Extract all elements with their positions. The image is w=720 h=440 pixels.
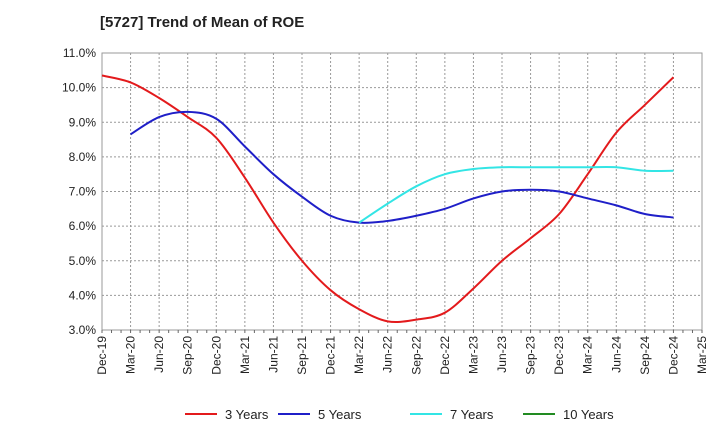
y-tick-label: 4.0% — [69, 288, 97, 302]
x-tick-label: Sep-22 — [409, 336, 423, 375]
y-tick-label: 3.0% — [69, 323, 97, 337]
x-tick-label: Mar-24 — [581, 336, 595, 374]
legend: 3 Years 5 Years 7 Years 10 Years — [185, 407, 614, 422]
x-tick-label: Mar-20 — [124, 336, 138, 374]
axes: 3.0% 4.0% 5.0% 6.0% 7.0% 8.0% 9.0% 10.0% 11.0% De… — [62, 46, 709, 375]
y-tick-label: 9.0% — [69, 115, 97, 129]
x-tick-label: Dec-24 — [666, 336, 680, 375]
x-tick-label: Jun-24 — [609, 336, 623, 373]
legend-label: 10 Years — [563, 407, 614, 422]
x-tick-label: Dec-23 — [552, 336, 566, 375]
x-tick-label: Sep-23 — [524, 336, 538, 375]
x-tick-label: Mar-25 — [695, 336, 709, 374]
x-tick-label: Sep-20 — [181, 336, 195, 375]
series-line-5-years — [130, 110, 674, 224]
x-tick-label: Mar-23 — [466, 336, 480, 374]
x-tick-label: Jun-23 — [495, 336, 509, 373]
y-tick-label: 5.0% — [69, 254, 97, 268]
legend-label: 5 Years — [318, 407, 362, 422]
x-tick-label: Jun-22 — [381, 336, 395, 373]
series-line-3-years — [101, 74, 675, 324]
x-tick-label: Jun-20 — [152, 336, 166, 373]
x-tick-label: Sep-24 — [638, 336, 652, 375]
y-tick-label: 11.0% — [63, 46, 96, 60]
y-tick-label: 7.0% — [69, 185, 97, 199]
x-tick-label: Dec-19 — [95, 336, 109, 375]
legend-label: 3 Years — [225, 407, 269, 422]
x-tick-label: Dec-21 — [324, 336, 338, 375]
series-lines — [101, 74, 675, 324]
x-tick-label: Sep-21 — [295, 336, 309, 375]
y-tick-label: 8.0% — [69, 150, 97, 164]
x-tick-label: Mar-22 — [352, 336, 366, 374]
y-tick-label: 10.0% — [62, 81, 96, 95]
x-tick-label: Mar-21 — [238, 336, 252, 374]
x-tick-label: Jun-21 — [266, 336, 280, 373]
legend-label: 7 Years — [450, 407, 494, 422]
series-line-7-years — [358, 166, 674, 224]
x-tick-label: Dec-20 — [209, 336, 223, 375]
grid — [101, 52, 703, 331]
x-tick-label: Dec-22 — [438, 336, 452, 375]
chart-title: [5727] Trend of Mean of ROE — [100, 14, 305, 31]
y-tick-label: 6.0% — [69, 219, 97, 233]
